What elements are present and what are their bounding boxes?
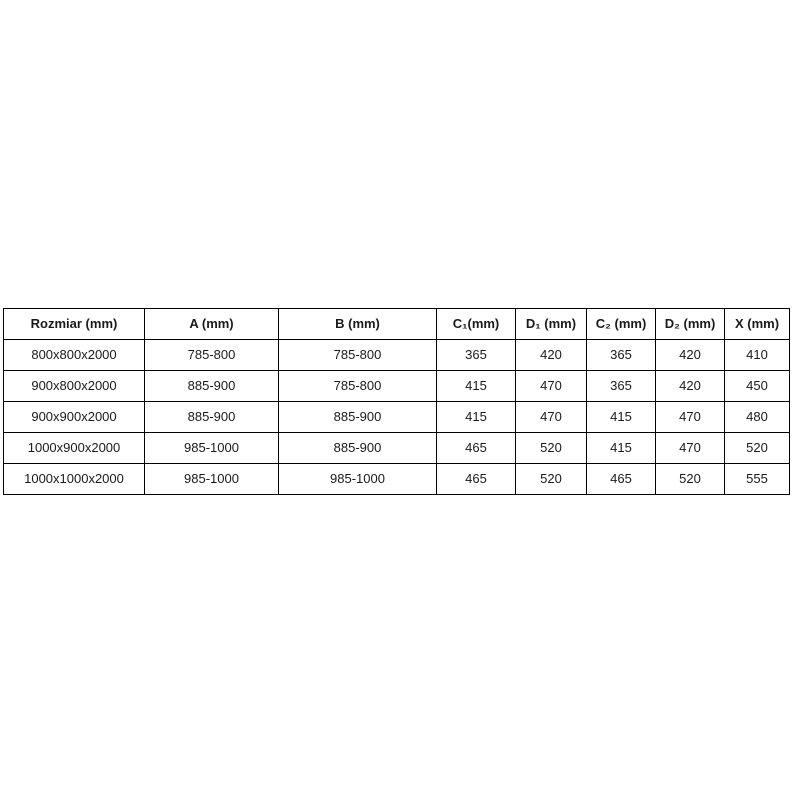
column-header: C₁(mm) [436, 308, 516, 340]
table-cell: 800x800x2000 [3, 339, 145, 371]
table-cell: 465 [586, 463, 656, 495]
table-cell: 885-900 [144, 401, 279, 433]
table-cell: 365 [586, 370, 656, 402]
table-cell: 885-900 [278, 432, 437, 464]
table-cell: 465 [436, 432, 516, 464]
table-cell: 415 [586, 401, 656, 433]
table-cell: 900x900x2000 [3, 401, 145, 433]
table-cell: 470 [655, 432, 725, 464]
table-cell: 480 [724, 401, 790, 433]
table-cell: 520 [515, 463, 587, 495]
column-header: A (mm) [144, 308, 279, 340]
table-cell: 520 [724, 432, 790, 464]
table-cell: 415 [436, 370, 516, 402]
table-cell: 785-800 [278, 339, 437, 371]
table-row: 1000x1000x2000 985-1000 985-1000 465 520 465 5… [3, 463, 790, 495]
table-cell: 365 [436, 339, 516, 371]
table-cell: 555 [724, 463, 790, 495]
table-cell: 420 [515, 339, 587, 371]
column-header: D₁ (mm) [515, 308, 587, 340]
table-cell: 420 [655, 339, 725, 371]
table-cell: 470 [515, 370, 587, 402]
header-row: Rozmiar (mm) A (mm) B (mm) C₁(mm) D₁ (mm) C₂ … [3, 308, 790, 340]
table-cell: 410 [724, 339, 790, 371]
table-cell: 420 [655, 370, 725, 402]
table-body: 800x800x2000 785-800 785-800 365 420 365 420 41… [3, 339, 790, 495]
table-cell: 465 [436, 463, 516, 495]
table-cell: 520 [655, 463, 725, 495]
table-cell: 900x800x2000 [3, 370, 145, 402]
table-cell: 785-800 [278, 370, 437, 402]
table-row: 800x800x2000 785-800 785-800 365 420 365 420 41… [3, 339, 790, 371]
table-cell: 985-1000 [278, 463, 437, 495]
table-cell: 985-1000 [144, 463, 279, 495]
table-cell: 885-900 [144, 370, 279, 402]
table-cell: 985-1000 [144, 432, 279, 464]
table-cell: 470 [655, 401, 725, 433]
column-header: X (mm) [724, 308, 790, 340]
column-header: C₂ (mm) [586, 308, 656, 340]
table-row: 1000x900x2000 985-1000 885-900 465 520 415 470… [3, 432, 790, 464]
table-cell: 1000x900x2000 [3, 432, 145, 464]
table-cell: 470 [515, 401, 587, 433]
table-cell: 885-900 [278, 401, 437, 433]
table-cell: 415 [436, 401, 516, 433]
column-header: Rozmiar (mm) [3, 308, 145, 340]
size-specification-table: Rozmiar (mm) A (mm) B (mm) C₁(mm) D₁ (mm) C₂ … [3, 308, 790, 495]
column-header: D₂ (mm) [655, 308, 725, 340]
table-cell: 415 [586, 432, 656, 464]
table-cell: 450 [724, 370, 790, 402]
table-cell: 1000x1000x2000 [3, 463, 145, 495]
table-row: 900x800x2000 885-900 785-800 415 470 365 420 45… [3, 370, 790, 402]
table-cell: 365 [586, 339, 656, 371]
table-cell: 520 [515, 432, 587, 464]
table-row: 900x900x2000 885-900 885-900 415 470 415 470 48… [3, 401, 790, 433]
column-header: B (mm) [278, 308, 437, 340]
table-cell: 785-800 [144, 339, 279, 371]
